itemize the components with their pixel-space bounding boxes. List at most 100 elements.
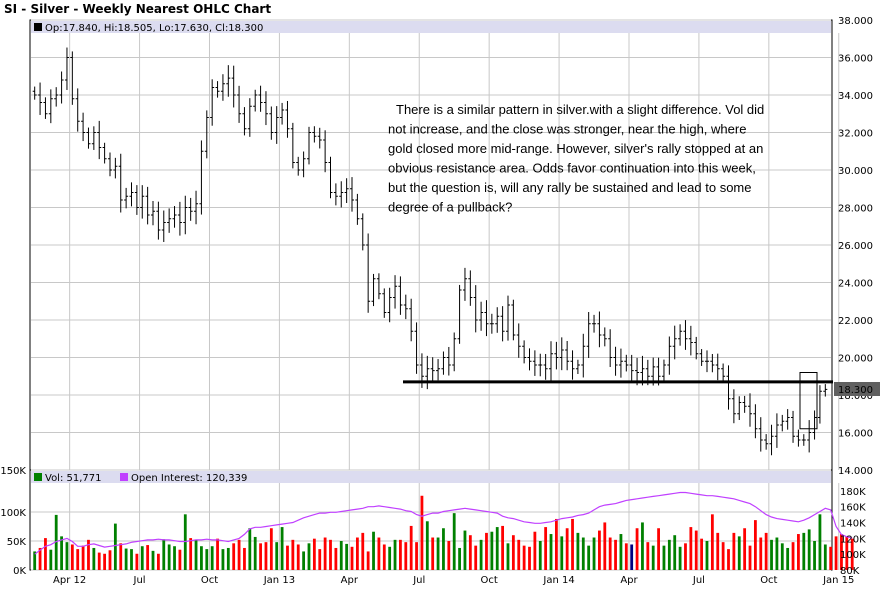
volume-bar — [463, 530, 467, 570]
volume-bar — [286, 545, 289, 570]
time-tick-label: Jan 13 — [263, 575, 295, 586]
time-tick-label: Oct — [481, 575, 498, 586]
volume-bar — [716, 532, 720, 570]
volume-bar — [49, 549, 53, 570]
volume-bar — [474, 545, 478, 570]
volume-bar — [399, 539, 402, 570]
volume-bar — [576, 532, 580, 570]
volume-bar — [210, 546, 214, 570]
volume-bar — [829, 546, 833, 570]
volume-bar — [318, 549, 322, 570]
volume-tick-label: 0K — [13, 566, 26, 577]
price-tick-label: 22.000 — [838, 316, 873, 327]
volume-bar — [33, 551, 37, 570]
chart-title: SI - Silver - Weekly Nearest OHLC Chart — [4, 2, 271, 16]
volume-bar — [614, 539, 617, 570]
volume-bar — [603, 522, 607, 570]
volume-bar — [366, 551, 370, 570]
volume-bar — [237, 539, 241, 570]
volume-bar — [334, 547, 338, 570]
volume-bar — [205, 549, 209, 570]
volume-bar — [140, 546, 144, 570]
time-tick-label: Jul — [412, 575, 425, 586]
volume-bar — [807, 529, 811, 570]
volume-bar — [834, 536, 838, 570]
volume-bar — [44, 538, 47, 570]
volume-bar — [554, 518, 558, 570]
volume-bar — [194, 539, 198, 570]
volume-bar — [350, 546, 354, 570]
ohlc-readout: Op:17.840, Hi:18.505, Lo:17.630, Cl:18.3… — [45, 23, 263, 34]
oi-tick-label: 80K — [840, 566, 860, 577]
volume-bar — [291, 539, 295, 570]
volume-bar — [38, 547, 42, 570]
volume-bar — [189, 538, 193, 570]
volume-bar — [485, 532, 488, 570]
oi-tick-label: 100K — [840, 550, 866, 561]
volume-bar — [635, 528, 639, 570]
oi-tick-label: 140K — [840, 519, 866, 530]
volume-bar — [581, 537, 585, 570]
volume-bar — [280, 527, 284, 570]
price-tick-label: 18.000 — [838, 391, 873, 402]
time-tick-label: Jan 15 — [822, 575, 854, 586]
time-tick-label: Apr — [341, 575, 359, 586]
volume-bar — [119, 543, 123, 570]
oi-tick-label: 180K — [840, 487, 866, 498]
volume-bar — [65, 542, 69, 570]
oi-tick-label: 120K — [840, 534, 866, 545]
volume-bar — [221, 549, 225, 570]
volume-bar — [372, 531, 375, 570]
volume-bar — [549, 534, 553, 570]
volume-bar — [415, 542, 418, 570]
annotation-line: but the question is, will any rally be s… — [388, 180, 752, 195]
volume-bar — [173, 546, 176, 570]
price-tick-label: 24.000 — [838, 279, 873, 290]
volume-bar — [662, 545, 666, 570]
volume-bars — [33, 495, 854, 570]
volume-bar — [156, 553, 160, 570]
volume-bar — [76, 549, 80, 570]
volume-bar — [436, 537, 440, 570]
annotation-line: degree of a pullback? — [388, 200, 512, 215]
volume-bar — [630, 544, 634, 570]
volume-bar — [264, 542, 268, 570]
volume-bar — [377, 537, 381, 570]
time-axis: Apr 12 Jul Oct Jan 13 Apr Jul Oct Jan 14 Apr Jul O… — [53, 575, 854, 586]
vol-legend-swatch — [34, 473, 42, 481]
volume-bar — [355, 537, 359, 570]
volume-bar — [565, 528, 569, 570]
highlight-box — [799, 372, 818, 430]
volume-bar — [678, 546, 682, 570]
last-price-box — [834, 382, 880, 396]
volume-bar — [700, 538, 704, 570]
volume-bar — [108, 550, 112, 570]
volume-bar — [54, 514, 58, 570]
volume-bar — [431, 537, 435, 570]
volume-bar — [302, 551, 306, 570]
volume-bar — [162, 539, 166, 570]
volume-tick-label: 150K — [0, 466, 26, 477]
volume-bar — [721, 542, 725, 570]
time-tick-label: Oct — [201, 575, 218, 586]
volume-bar — [323, 537, 327, 570]
volume-bar — [641, 522, 644, 570]
volume-bar — [388, 546, 392, 570]
volume-bar — [753, 520, 757, 570]
volume-bar — [92, 547, 96, 570]
volume-bar — [70, 544, 74, 570]
time-tick-label: Jul — [692, 575, 705, 586]
volume-legend-bar — [31, 471, 831, 483]
volume-bar — [587, 545, 591, 570]
volume-bar — [479, 539, 483, 570]
volume-bar — [560, 536, 564, 570]
vol-legend: Vol: 51,771 — [45, 473, 102, 484]
volume-bar — [409, 525, 413, 570]
open-interest-axis: 80K 100K 120K 140K 160K 180K — [840, 487, 866, 577]
volume-bar — [253, 536, 257, 570]
volume-bar — [571, 518, 574, 570]
price-tick-label: 38.000 — [838, 16, 873, 27]
volume-bar — [840, 534, 843, 570]
volume-tick-label: 50K — [7, 537, 27, 548]
